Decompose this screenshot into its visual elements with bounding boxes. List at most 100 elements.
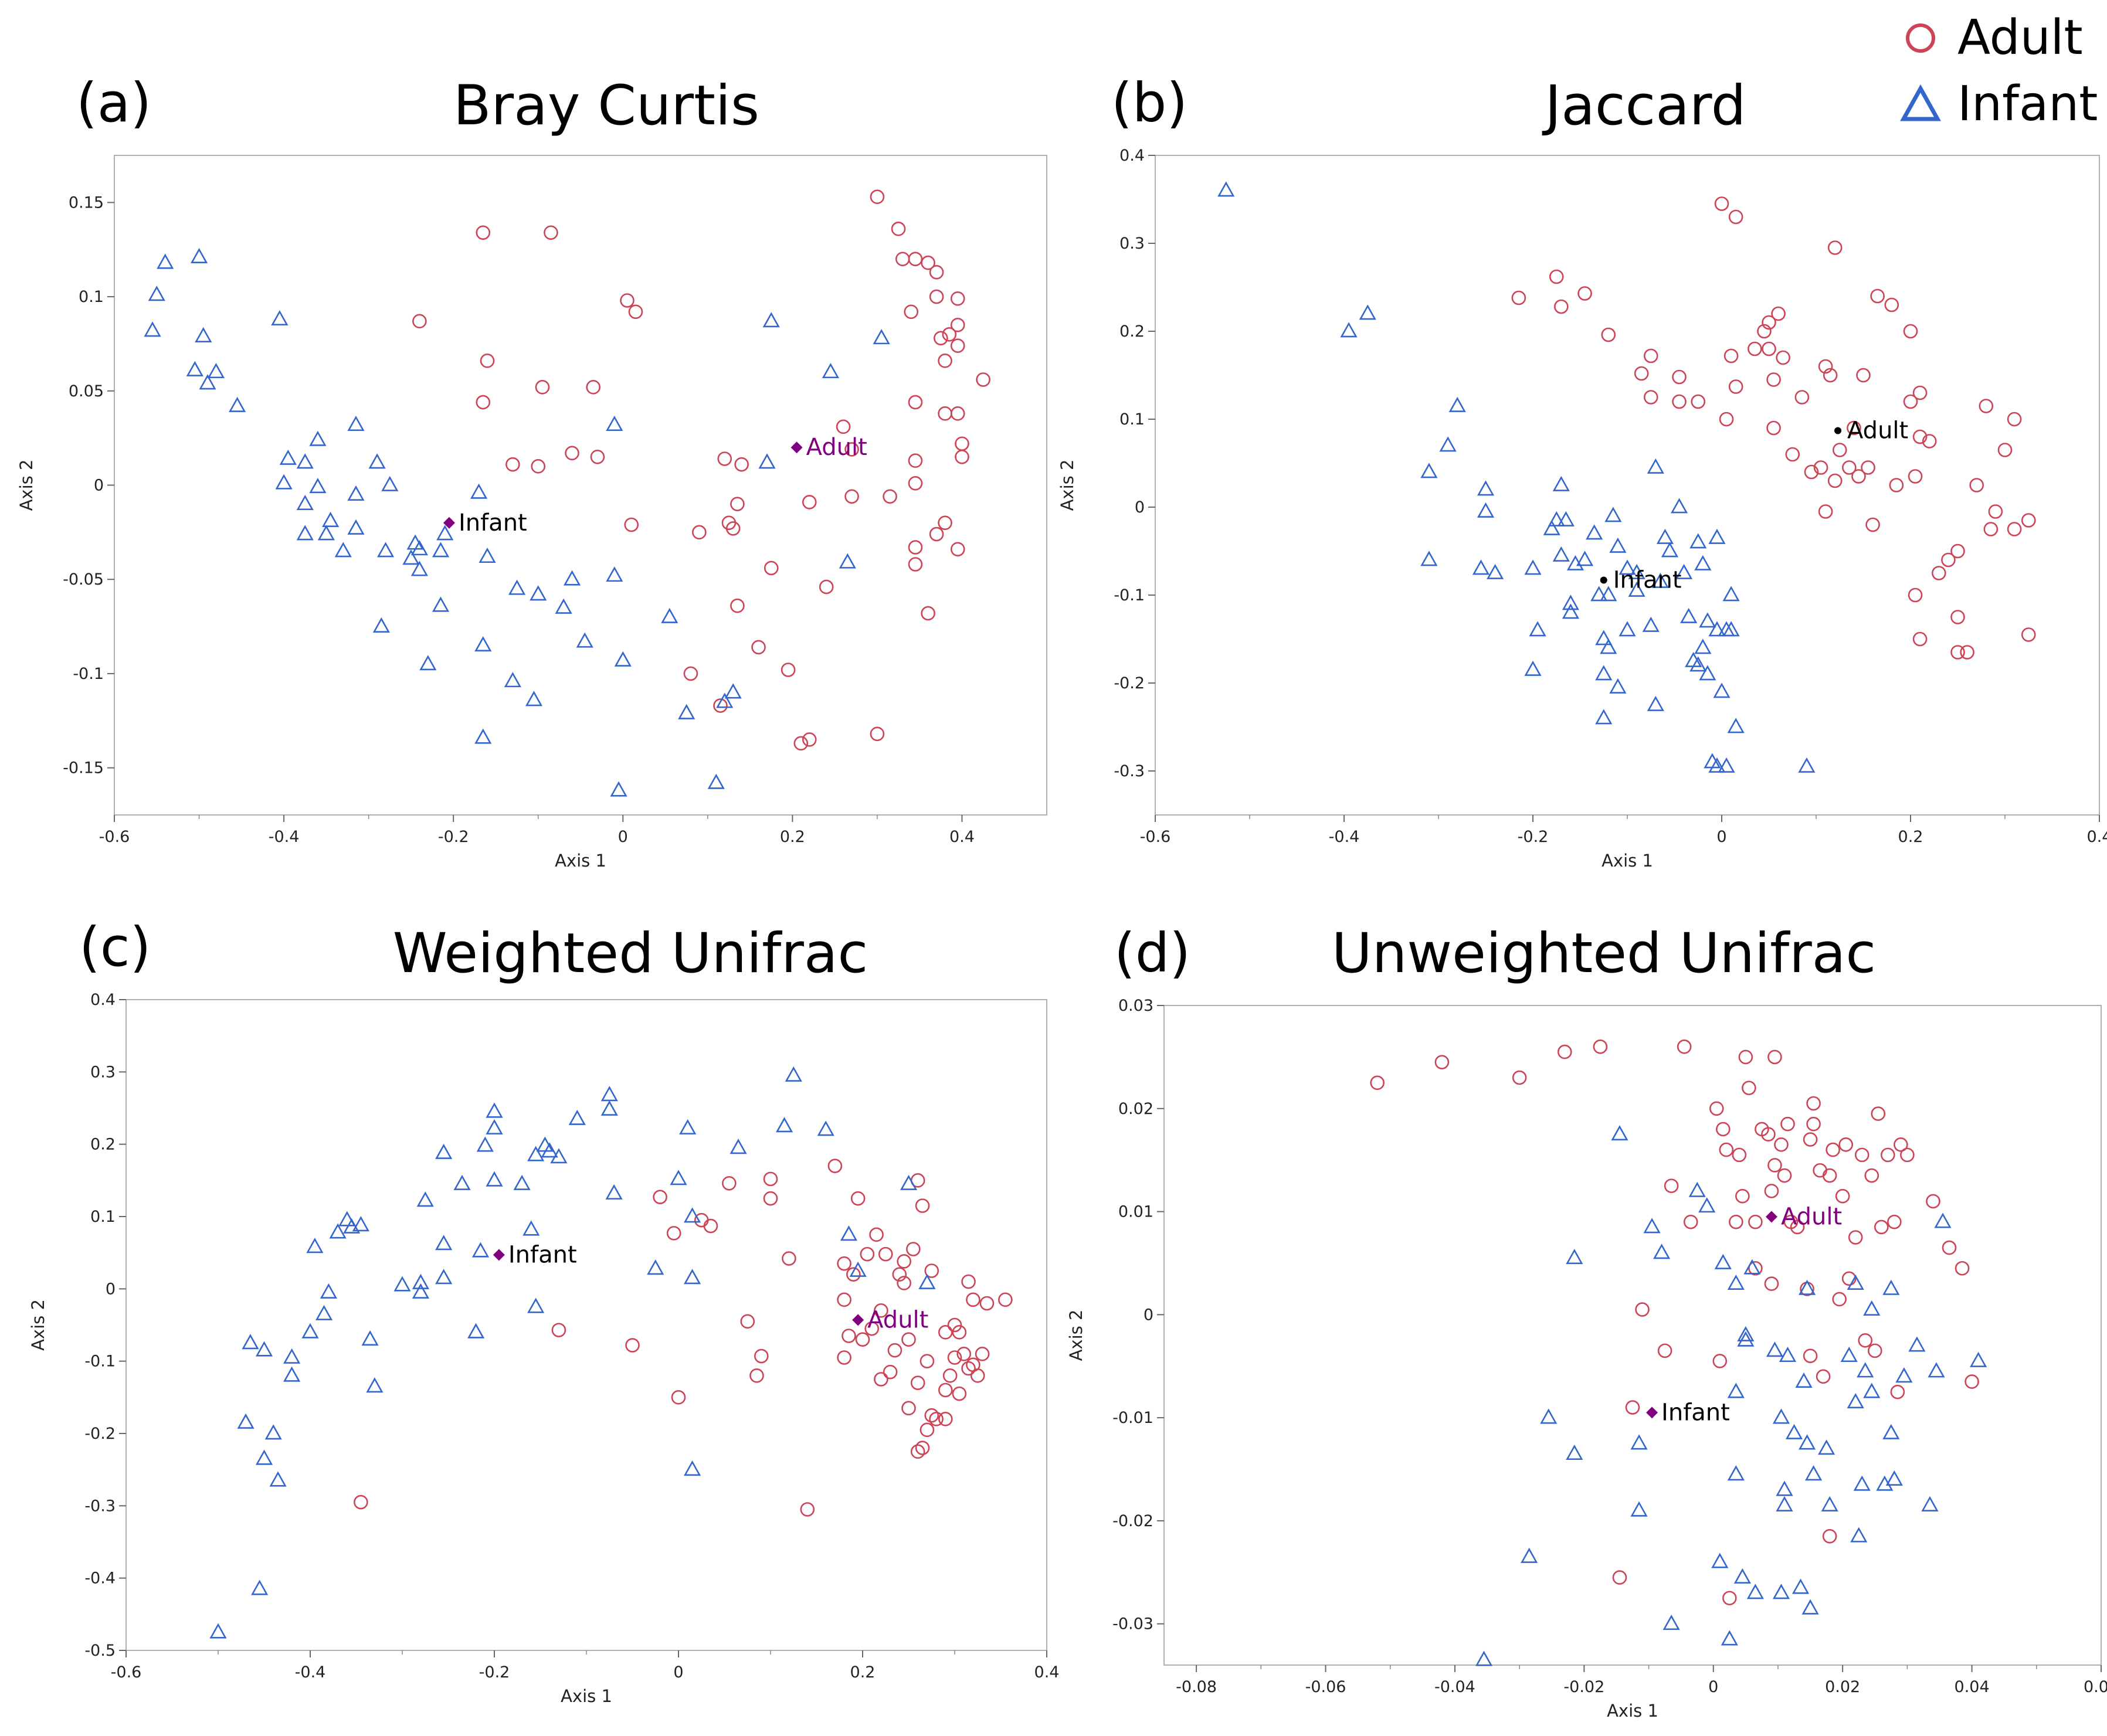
data-point-infant [555,598,572,614]
panel-letter-b: (b) [1111,72,1188,134]
data-point-infant [435,1269,453,1285]
data-point-infant [1439,436,1457,452]
x-tick-label: -0.6 [1140,828,1171,846]
data-point-adult [906,1242,921,1256]
data-point-adult [1728,209,1743,225]
data-point-infant [1600,586,1617,602]
data-point-adult [763,1191,778,1206]
data-point-adult [1813,1163,1827,1178]
data-point-adult [1826,1142,1840,1157]
centroid-marker-infant [1646,1407,1658,1419]
data-point-adult [802,495,817,509]
data-point-adult [837,1256,851,1271]
data-point-infant [1609,537,1627,553]
data-point-infant [432,596,450,612]
data-point-adult [950,291,965,306]
x-tick-label: -0.6 [111,1663,142,1681]
data-point-infant [1698,1197,1716,1213]
data-point-infant [144,321,161,337]
data-point-adult [713,698,728,713]
data-point-adult [1762,341,1776,356]
data-point-adult [749,1368,764,1383]
data-point-infant [1576,551,1594,566]
data-point-adult [908,540,923,555]
centroid-label-adult: Adult [1847,417,1908,444]
data-point-adult [910,1375,925,1390]
data-point-adult [1794,390,1810,405]
data-point-adult [1813,460,1828,475]
data-point-adult [837,1350,851,1365]
data-point-adult [1887,1214,1902,1229]
data-point-infant [1818,1439,1835,1455]
data-point-infant [1543,519,1560,535]
data-point-adult [1764,1276,1779,1291]
y-tick-label: -0.5 [84,1642,116,1660]
data-point-adult [1867,1343,1882,1358]
data-point-adult [1900,1147,1915,1163]
data-point-adult [2007,412,2022,427]
data-point-infant [1699,665,1716,681]
data-point-adult [878,1246,893,1262]
data-point-adult [1715,1122,1731,1137]
data-point-infant [1934,1212,1952,1228]
data-point-infant [1420,463,1438,478]
data-point-adult [802,732,817,747]
data-point-infant [436,525,454,541]
data-point-infant [1785,1424,1803,1439]
data-point-adult [734,457,749,472]
data-point-infant [1689,656,1707,672]
data-point-adult [892,1267,907,1282]
data-point-adult [1777,1168,1792,1183]
data-point-infant [1743,1259,1761,1275]
data-point-infant [1921,1496,1939,1511]
y-axis-title: Axis 2 [28,1299,48,1351]
data-point-infant [381,475,399,491]
y-tick-label: 0.05 [69,382,104,400]
data-point-adult [628,304,643,320]
data-point-infant [670,1170,687,1185]
data-point-adult [938,1382,953,1398]
data-point-adult [1894,1137,1908,1152]
data-point-adult [920,1422,935,1438]
data-point-adult [1738,1049,1753,1065]
data-point-infant [435,1143,453,1159]
data-point-adult [1664,1178,1679,1193]
data-point-adult [1865,517,1880,532]
data-point-infant [486,1171,503,1187]
data-point-infant [1772,1408,1790,1424]
centroid-marker-adult [1834,427,1842,434]
data-point-adult [929,289,944,304]
data-point-adult [929,264,944,280]
data-point-infant [255,1449,273,1465]
data-point-adult [938,406,952,421]
data-point-adult [1969,478,1984,492]
data-point-infant [1847,1393,1864,1409]
data-point-infant [1776,1496,1793,1511]
data-point-infant [661,607,678,623]
data-point-infant [504,672,521,688]
x-tick-label: -0.4 [269,828,300,846]
x-tick-label: 0 [1716,828,1726,846]
x-tick-label: -0.02 [1563,1678,1604,1696]
data-point-infant [372,617,390,633]
data-point-adult [1827,473,1843,488]
data-point-infant [317,525,335,541]
data-point-infant [1737,1331,1755,1347]
data-point-infant [269,1471,287,1487]
data-point-adult [1712,1354,1728,1368]
data-point-adult [1988,504,2003,519]
data-point-infant [1630,1434,1648,1450]
data-point-infant [1448,396,1466,412]
data-point-adult [1997,443,2013,457]
data-point-infant [1619,559,1636,575]
data-point-adult [950,338,965,353]
data-point-adult [1818,359,1833,374]
data-point-infant [1711,1552,1729,1568]
panel-title-b: Jaccard [1545,74,1746,138]
data-point-adult [975,1347,990,1361]
data-point-infant [199,374,216,390]
data-point-adult [1950,543,1965,559]
data-point-adult [505,457,520,472]
centroid-label-infant: Infant [508,1241,577,1268]
data-point-adult [1912,385,1928,400]
